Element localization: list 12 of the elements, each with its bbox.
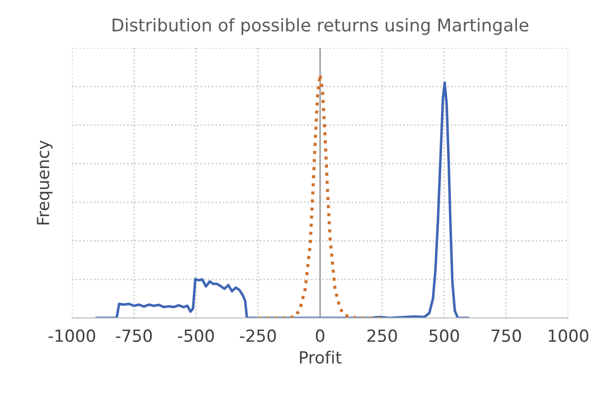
x-tick-label: -250 xyxy=(240,329,276,342)
x-tick-label: -500 xyxy=(178,329,214,342)
x-tick-label: 250 xyxy=(367,329,397,342)
x-tick-label: 750 xyxy=(492,329,521,342)
x-tick-label: 1000 xyxy=(548,329,588,342)
x-axis-title: Profit xyxy=(300,350,342,364)
y-axis-title: Frequency xyxy=(36,140,53,224)
chart-title: Distribution of possible returns using Martingale xyxy=(112,18,528,35)
x-tick-label: 500 xyxy=(430,329,459,342)
x-tick-label: 0 xyxy=(316,329,324,342)
x-tick-label: -1000 xyxy=(48,329,96,342)
x-tick-label: -750 xyxy=(116,329,152,342)
